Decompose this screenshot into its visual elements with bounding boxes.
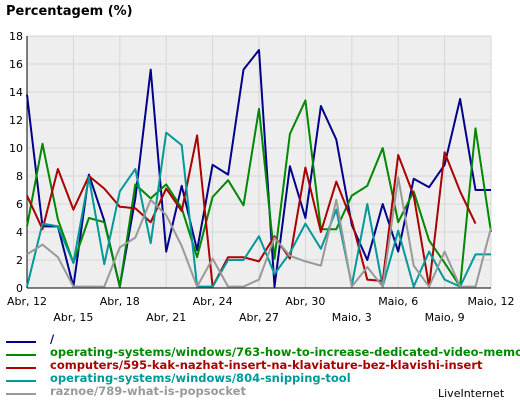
y-tick-label: 12 — [9, 114, 23, 127]
x-tick-label: Abr, 21 — [146, 311, 186, 324]
x-tick-label: Maio, 6 — [378, 295, 418, 308]
series-line-1 — [26, 49, 491, 288]
y-tick-label: 2 — [16, 254, 23, 267]
series-line-2 — [26, 99, 492, 288]
x-tick-label: Abr, 27 — [239, 311, 279, 324]
legend-item: / — [6, 333, 518, 346]
series-line-3 — [26, 134, 477, 288]
x-tick-label: Maio, 9 — [425, 311, 465, 324]
y-tick-label: 0 — [16, 282, 23, 295]
legend-swatch — [6, 380, 36, 382]
line-chart: 0 2 4 6 8 10 12 14 16 18 Abr, 12 Abr, 15 Abr, 18 Abr,… — [7, 30, 515, 324]
legend-label: operating-systems/windows/804-snipping-t… — [50, 371, 351, 385]
x-tick-label: Abr, 15 — [53, 311, 93, 324]
legend-swatch — [6, 393, 36, 395]
x-tick-label: Maio, 3 — [332, 311, 372, 324]
y-tick-label: 18 — [9, 30, 23, 43]
chart-legend: / operating-systems/windows/763-how-to-i… — [6, 333, 520, 398]
x-tick-label: Maio, 12 — [467, 295, 514, 308]
chart-title: Percentagem (%) — [6, 4, 133, 19]
y-tick-label: 14 — [9, 86, 23, 99]
legend-swatch — [6, 367, 36, 369]
x-tick-label: Abr, 18 — [100, 295, 140, 308]
legend-item: operating-systems/windows/763-how-to-inc… — [6, 345, 520, 359]
legend-item: raznoe/789-what-is-popsocket — [6, 385, 518, 398]
brand-label: LiveInternet — [438, 387, 505, 400]
y-tick-label: 10 — [9, 142, 23, 155]
legend-label: computers/595-kak-nazhat-insert-na-klavi… — [50, 358, 483, 372]
legend-label: operating-systems/windows/763-how-to-inc… — [50, 345, 520, 359]
series-line-4 — [26, 131, 491, 288]
y-tick-label: 6 — [16, 198, 23, 211]
series-line-5 — [26, 176, 492, 288]
y-tick-label: 8 — [16, 170, 23, 183]
legend-swatch — [6, 341, 36, 343]
x-tick-label: Abr, 24 — [193, 295, 233, 308]
legend-label: / — [50, 332, 55, 346]
x-tick-label: Abr, 30 — [285, 295, 325, 308]
legend-item: computers/595-kak-nazhat-insert-na-klavi… — [6, 359, 518, 372]
x-tick-label: Abr, 12 — [7, 295, 47, 308]
legend-label: raznoe/789-what-is-popsocket — [50, 384, 246, 398]
legend-item: operating-systems/windows/804-snipping-t… — [6, 372, 518, 385]
legend-swatch — [6, 354, 36, 356]
y-tick-label: 16 — [9, 58, 23, 71]
y-tick-label: 4 — [16, 226, 23, 239]
